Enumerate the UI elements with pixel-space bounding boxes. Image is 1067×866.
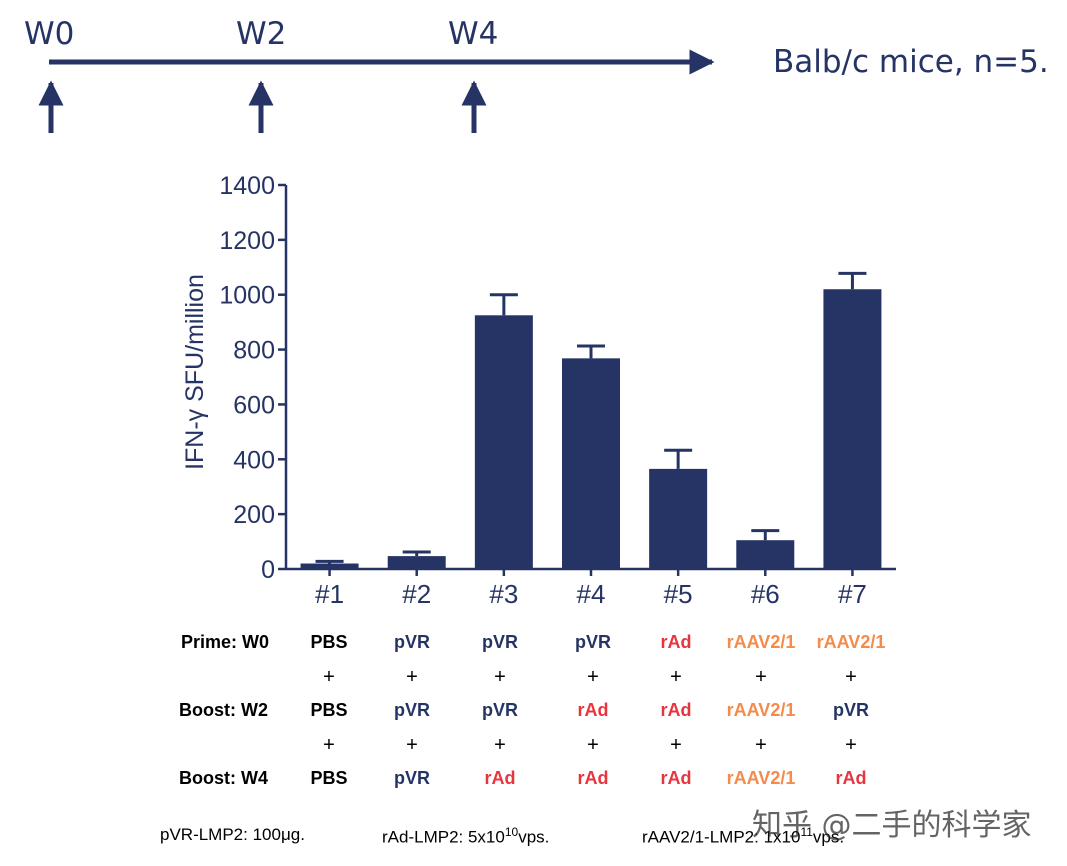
regimen-cell-r1-g6: rAAV2/1 [726,632,796,652]
regimen-cell-r2-g3: pVR [482,700,518,720]
week-label-w2: W2 [236,16,287,52]
bar-4 [562,358,620,569]
footnote-rad-exp: 10 [504,825,519,839]
plus-sign-1-g3: + [494,666,506,688]
y-axis-title: IFN-γ SFU/million [181,274,209,470]
bar-7 [823,289,882,569]
footnote-raav-text: rAAV2/1-LMP2: 1x10 [642,827,801,847]
y-tick-label-800: 800 [233,337,275,365]
week-label-w4: W4 [448,16,499,52]
plus-sign-2-g1: + [323,734,335,756]
footnote-rad-text: rAd-LMP2: 5x10 [382,827,505,847]
regimen-cell-r3-g4: rAd [577,768,609,788]
regimen-cell-r2-g6: rAAV2/1 [726,700,796,720]
regimen-cell-r1-g4: pVR [575,632,611,652]
cohort-note: Balb/c mice, n=5. [773,44,1049,80]
y-tick-label-1000: 1000 [219,282,275,310]
watermark: 知乎 @二手的科学家 [752,808,1032,843]
plus-sign-1-g6: + [755,666,767,688]
plus-sign-1-g2: + [406,666,418,688]
plus-sign-2-g5: + [670,734,682,756]
y-tick-label-1200: 1200 [219,227,275,255]
regimen-cell-r2-g7: pVR [833,700,869,720]
plus-sign-2-g4: + [587,734,599,756]
regimen-cell-r2-g1: PBS [310,700,348,720]
x-tick-label-1: #1 [315,579,344,609]
plus-sign-2-g7: + [845,734,857,756]
x-tick-label-3: #3 [489,579,518,609]
footnote-raav-unit: vps. [812,827,845,847]
plus-sign-1-g5: + [670,666,682,688]
y-tick-label-200: 200 [233,501,275,529]
footnote-raav-exp: 11 [800,825,813,839]
row-label-2: Boost: W2 [179,700,268,720]
x-tick-label-7: #7 [838,579,867,609]
regimen-cell-r1-g2: pVR [394,632,430,652]
regimen-cell-r1-g3: pVR [482,632,518,652]
x-tick-label-6: #6 [751,579,780,609]
row-label-1: Prime: W0 [180,632,269,652]
bar-2 [387,556,446,569]
y-tick-label-600: 600 [233,391,275,419]
regimen-cell-r1-g7: rAAV2/1 [816,632,886,652]
plus-sign-2-g6: + [755,734,767,756]
footnote-pvr: pVR-LMP2: 100μg. [160,825,305,844]
y-tick-label-1400: 1400 [219,172,275,200]
bar-chart: 0 200 400 600 800 1000 1200 1400 #1 #2 #3 #4 #5 #6 #7 [219,172,896,609]
plus-sign-2-g2: + [406,734,418,756]
regimen-cell-r3-g7: rAd [835,768,867,788]
bar-6 [736,540,795,569]
footnote-raav: rAAV2/1-LMP2: 1x1011vps. [642,825,844,848]
regimen-cell-r3-g5: rAd [660,768,692,788]
bar-5 [649,468,708,569]
bar-1 [300,563,359,569]
regimen-cell-r1-g1: PBS [310,632,348,652]
plus-sign-2-g3: + [494,734,506,756]
plus-sign-1-g1: + [323,666,335,688]
x-tick-label-5: #5 [664,579,693,609]
regimen-cell-r2-g5: rAd [660,700,692,720]
row-label-3: Boost: W4 [179,768,268,788]
footnote-rad-unit: vps. [518,827,550,847]
regimen-cell-r1-g5: rAd [660,632,692,652]
footnote-rad: rAd-LMP2: 5x1010vps. [382,825,549,848]
regimen-cell-r2-g4: rAd [577,700,609,720]
y-tick-label-400: 400 [233,446,275,474]
x-tick-label-4: #4 [577,579,606,609]
regimen-cell-r2-g2: pVR [394,700,430,720]
regimen-cell-r3-g1: PBS [310,768,348,788]
regimen-cell-r3-g3: rAd [484,768,516,788]
y-tick-label-0: 0 [261,556,275,584]
plus-sign-1-g7: + [845,666,857,688]
bar-3 [474,315,533,569]
week-label-w0: W0 [24,16,75,52]
regimen-cell-r3-g2: pVR [394,768,430,788]
x-tick-label-2: #2 [402,579,431,609]
regimen-cell-r3-g6: rAAV2/1 [726,768,796,788]
plus-sign-1-g4: + [587,666,599,688]
